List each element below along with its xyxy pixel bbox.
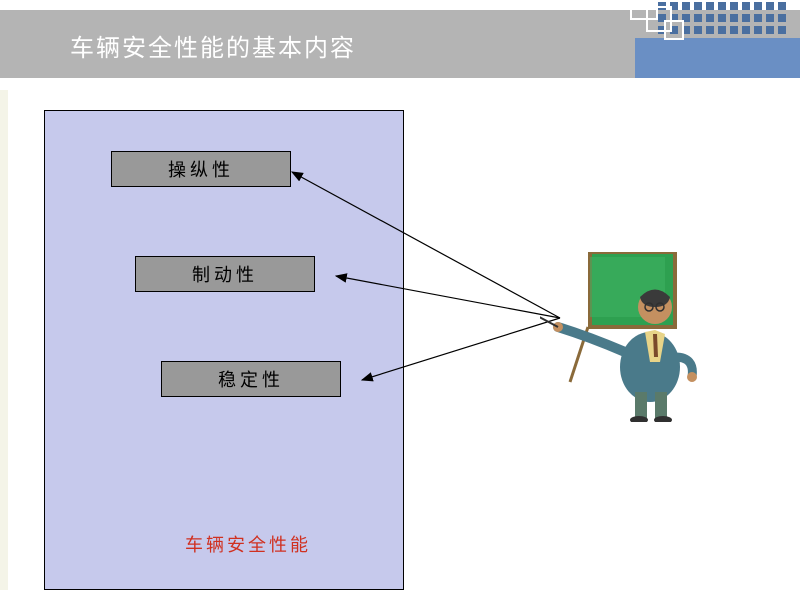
diagram-box-1: 操纵性 bbox=[111, 151, 291, 187]
box-label: 制动性 bbox=[192, 261, 258, 287]
left-decoration-strip bbox=[0, 90, 8, 590]
page-title: 车辆安全性能的基本内容 bbox=[70, 28, 356, 63]
diagram-box-3: 稳定性 bbox=[161, 361, 341, 397]
teacher-illustration bbox=[540, 252, 710, 422]
deco-square-3 bbox=[664, 20, 684, 40]
header-decoration bbox=[540, 0, 800, 88]
diagram-panel: 操纵性 制动性 稳定性 车辆安全性能 bbox=[44, 110, 404, 590]
diagram-box-2: 制动性 bbox=[135, 256, 315, 292]
box-label: 操纵性 bbox=[168, 156, 234, 182]
box-label: 稳定性 bbox=[218, 366, 284, 392]
diagram-caption: 车辆安全性能 bbox=[185, 531, 311, 557]
